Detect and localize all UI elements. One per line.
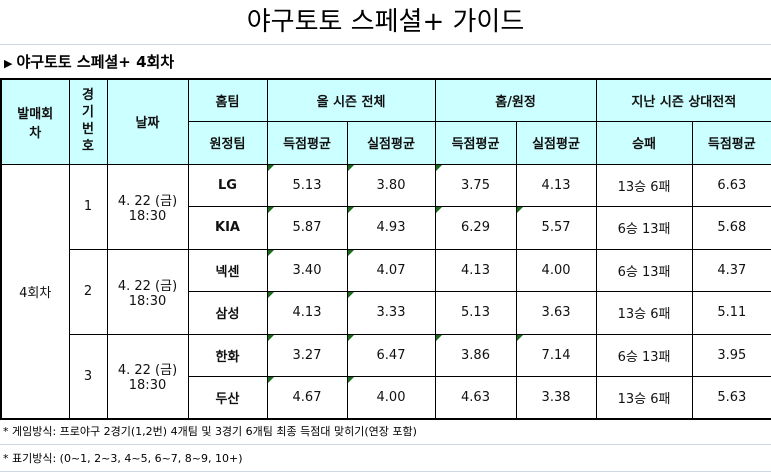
record-cell: 13승 6패 [595,291,693,335]
guide-table: 발매회차 경기번호 날짜 홈팀 올 시즌 전체 홈/원정 지난 시즌 상대전적 … [0,78,771,420]
header-last-season: 지난 시즌 상대전적 [595,78,771,122]
h-score-cell: 6.29 [434,206,517,250]
table-row: 두산 4.67 4.00 4.63 3.38 13승 6패 5.63 [1,376,771,420]
last-score-cell: 4.37 [691,248,771,292]
team-cell: 삼성 [187,291,268,335]
table-row: KIA 5.87 4.93 6.29 5.57 6승 13패 5.68 [1,206,771,250]
s-allow-cell: 3.33 [346,291,436,335]
s-allow-cell: 6.47 [346,333,436,377]
h-score-cell: 4.13 [434,248,517,292]
s-score-cell: 4.67 [266,376,348,420]
h-score-cell: 5.13 [434,291,517,335]
header-season-allowed: 실점평균 [346,121,436,165]
team-cell: 넥센 [187,248,268,292]
header-season: 올 시즌 전체 [266,78,436,122]
page-title: 야구토토 스페셜+ 가이드 [0,0,771,45]
last-score-cell: 5.63 [691,376,771,420]
game-no-cell: 2 [68,248,108,335]
s-score-cell: 3.27 [266,333,348,377]
note-game-method: * 게임방식: 프로야구 2경기(1,2번) 4개팀 및 3경기 6개팀 최종 … [0,418,771,445]
triangle-right-icon: ▶ [4,57,13,70]
last-score-cell: 5.11 [691,291,771,335]
header-ha-allowed: 실점평균 [515,121,597,165]
record-cell: 13승 6패 [595,376,693,420]
table-row: 3 4. 22 (금) 18:30 한화 3.27 6.47 3.86 7.14 6승 13패 3… [1,333,771,420]
h-score-cell: 4.63 [434,376,517,420]
time-text: 18:30 [128,378,167,394]
team-cell: LG [187,163,268,207]
s-allow-cell: 4.00 [346,376,436,420]
time-text: 18:30 [128,208,167,224]
h-allow-cell: 7.14 [515,333,597,377]
record-cell: 13승 6패 [595,163,693,207]
header-date: 날짜 [106,78,189,165]
team-cell: KIA [187,206,268,250]
date-cell: 4. 22 (금) 18:30 [106,163,189,250]
h-allow-cell: 4.13 [515,163,597,207]
header-home: 홈팀 [187,78,268,122]
h-allow-cell: 3.63 [515,291,597,335]
h-allow-cell: 5.57 [515,206,597,250]
header-season-score: 득점평균 [266,121,348,165]
header-homeaway: 홈/원정 [434,78,597,122]
team-cell: 두산 [187,376,268,420]
record-cell: 6승 13패 [595,248,693,292]
header-round: 발매회차 [0,78,70,165]
header-record: 승패 [595,121,693,165]
s-score-cell: 5.13 [266,163,348,207]
last-score-cell: 3.95 [691,333,771,377]
h-allow-cell: 3.38 [515,376,597,420]
header-away: 원정팀 [187,121,268,165]
section-title: ▶ 야구토토 스페셜+ 4회차 [4,47,174,77]
game-no-cell: 3 [68,333,108,420]
team-cell: 한화 [187,333,268,377]
h-score-cell: 3.75 [434,163,517,207]
section-title-text: 야구토토 스페셜+ 4회차 [16,53,175,71]
header-ha-score: 득점평균 [434,121,517,165]
round-cell: 4회차 [0,163,70,420]
table-row: 2 4. 22 (금) 18:30 넥센 3.40 4.07 4.13 4.00 6승 13패 4… [1,248,771,335]
header-last-score: 득점평균 [691,121,771,165]
header-game-no: 경기번호 [68,78,108,165]
time-text: 18:30 [128,293,167,309]
s-allow-cell: 4.93 [346,206,436,250]
table-row: 4회차 1 4. 22 (금) 18:30 LG 5.13 3.80 3.75 4.13 13승 … [0,163,771,420]
date-cell: 4. 22 (금) 18:30 [106,333,189,420]
note-notation: * 표기방식: (0~1, 2~3, 4~5, 6~7, 8~9, 10+) [0,445,771,472]
s-allow-cell: 4.07 [346,248,436,292]
last-score-cell: 5.68 [691,206,771,250]
date-text: 4. 22 (금) [117,278,178,294]
h-allow-cell: 4.00 [515,248,597,292]
date-text: 4. 22 (금) [117,363,178,379]
record-cell: 6승 13패 [595,333,693,377]
game-no-cell: 1 [68,163,108,250]
date-cell: 4. 22 (금) 18:30 [106,248,189,335]
s-score-cell: 5.87 [266,206,348,250]
s-score-cell: 3.40 [266,248,348,292]
h-score-cell: 3.86 [434,333,517,377]
last-score-cell: 6.63 [691,163,771,207]
s-allow-cell: 3.80 [346,163,436,207]
s-score-cell: 4.13 [266,291,348,335]
record-cell: 6승 13패 [595,206,693,250]
date-text: 4. 22 (금) [117,193,178,209]
